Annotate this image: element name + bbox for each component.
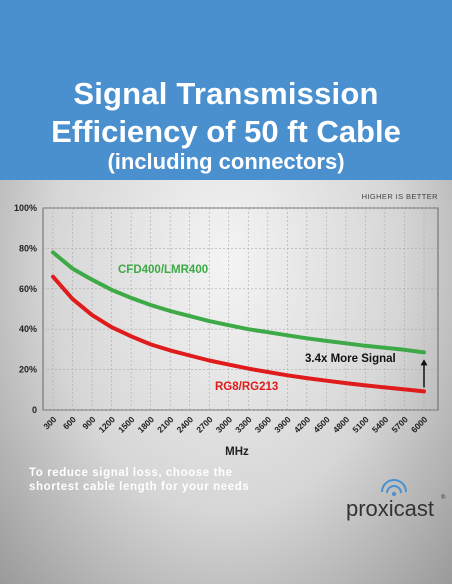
x-tick-labels: 300 600 900 1200 1500 1800 2100 2400 2700 3000 330… [41,414,429,458]
gain-annotation: 3.4x More Signal [305,353,396,365]
y-tick-label: 60% [19,284,37,294]
y-tick-label: 20% [19,365,37,375]
title-banner: Signal Transmission Efficiency of 50 ft … [0,0,452,180]
x-tick-label: 2100 [155,414,176,435]
footer-line-2: shortest cable length for your needs [29,481,250,493]
y-tick-label: 100% [14,203,37,213]
x-tick-label: 5700 [389,414,410,435]
x-tick-label: 4200 [292,414,313,435]
proxicast-logo: proxicast ® [346,478,446,524]
series-lines [51,250,426,394]
y-tick-label: 80% [19,243,37,253]
x-tick-label: 6000 [409,414,430,435]
title-line-2: Efficiency of 50 ft Cable [51,114,401,149]
x-tick-label: 2700 [194,414,215,435]
annotations: CFD400/LMR400 RG8/RG213 3.4x More Signal [118,264,428,393]
x-tick-label: 5100 [350,414,371,435]
x-tick-label: 4500 [311,414,332,435]
y-tick-label: 40% [19,324,37,334]
title-line-1: Signal Transmission [73,76,379,111]
y-tick-label: 0 [32,405,37,415]
x-tick-label: 3300 [233,414,254,435]
series-label-cfd400: CFD400/LMR400 [118,264,208,276]
x-tick-label: 900 [80,414,97,431]
x-tick-label: 4800 [331,414,352,435]
registered-mark: ® [441,495,446,501]
x-tick-label: 3000 [214,414,235,435]
grid-lines [42,207,439,411]
x-tick-label: 1800 [136,414,157,435]
x-tick-label: 300 [41,414,58,431]
footer-tip: To reduce signal loss, choose the shorte… [29,466,249,494]
x-tick-label: 3900 [272,414,293,435]
title-line-3: (including connectors) [107,149,345,174]
series-line-1 [51,250,426,355]
y-tick-labels: 0 20% 40% 60% 80% 100% [14,203,37,415]
plot-frame [42,207,439,411]
logo-wordmark: proxicast [346,496,435,521]
gain-arrow-head [420,359,428,366]
x-tick-label: 600 [61,414,78,431]
series-label-rg8: RG8/RG213 [215,381,278,393]
footer-line-1: To reduce signal loss, choose the [29,467,233,479]
x-tick-label: 3600 [253,414,274,435]
x-tick-label: 1500 [116,414,137,435]
x-tick-label: 1200 [97,414,118,435]
x-tick-label: 5400 [370,414,391,435]
series-line-2 [51,274,426,394]
x-axis-label: MHz [225,446,249,458]
wifi-icon [381,479,407,496]
higher-is-better-note: HIGHER IS BETTER [361,192,438,201]
x-tick-label: 2400 [175,414,196,435]
